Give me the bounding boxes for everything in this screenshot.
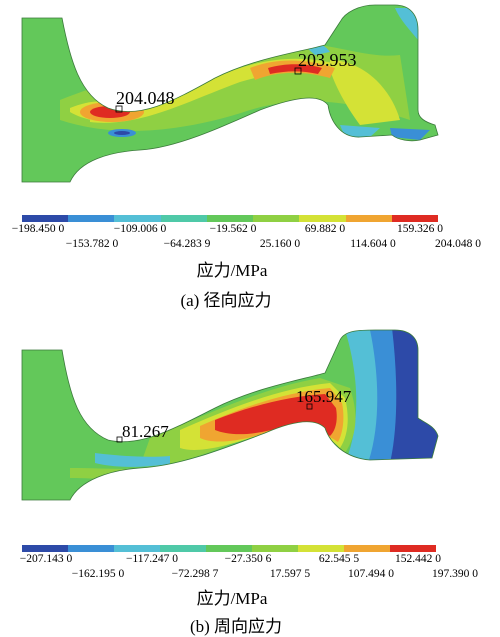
tick-b-t3: 62.545 5	[318, 553, 360, 565]
tick-b-b2: 17.597 5	[269, 568, 311, 580]
colorbar-radial	[22, 215, 438, 222]
tick-a-b1: −64.283 9	[163, 238, 211, 250]
contour-plot-hoop: 81.267 165.947	[21, 329, 439, 501]
tick-b-b0: −162.195 0	[71, 568, 125, 580]
tick-b-t0: −207.143 0	[19, 553, 73, 565]
tick-b-b4: 197.390 0	[432, 568, 478, 580]
tick-a-b4: 204.048 0	[435, 238, 481, 250]
contour-plot-radial: 204.048 203.953	[21, 4, 439, 183]
tick-a-t3: 69.882 0	[304, 223, 346, 235]
max-marker-b-right	[306, 403, 313, 410]
max-annotation-right: 203.953	[298, 50, 357, 70]
unit-label-hoop: 应力/MPa	[196, 589, 268, 608]
unit-label-radial: 应力/MPa	[196, 261, 268, 280]
tick-a-b3: 114.604 0	[350, 238, 396, 250]
max-annotation-b-left: 81.267	[122, 422, 169, 441]
panel-radial-stress: 204.048 203.953 −198.450 0 −109.006 0 −1…	[0, 0, 500, 318]
max-marker-b-left	[116, 436, 123, 443]
tick-a-t4: 159.326 0	[397, 223, 443, 235]
max-annotation-left: 204.048	[116, 88, 175, 108]
max-marker-left	[115, 105, 123, 113]
tick-a-t0: −198.450 0	[11, 223, 65, 235]
caption-hoop: (b) 周向应力	[189, 617, 283, 636]
tick-b-t4: 152.442 0	[395, 553, 441, 565]
panel-hoop-stress: 81.267 165.947 −207.143 0 −117.247 0 −27…	[0, 318, 500, 637]
tick-b-t2: −27.350 6	[224, 553, 272, 565]
tick-a-b2: 25.160 0	[259, 238, 301, 250]
tick-b-b3: 107.494 0	[348, 568, 394, 580]
colorbar-hoop	[22, 545, 436, 552]
caption-radial: (a) 径向应力	[180, 291, 272, 310]
max-marker-right	[294, 67, 302, 75]
tick-a-t2: −19.562 0	[209, 223, 257, 235]
tick-b-b1: −72.298 7	[171, 568, 219, 580]
tick-a-t1: −109.006 0	[113, 223, 167, 235]
tick-b-t1: −117.247 0	[125, 553, 179, 565]
max-annotation-b-right: 165.947	[296, 387, 352, 406]
tick-a-b0: −153.782 0	[65, 238, 119, 250]
